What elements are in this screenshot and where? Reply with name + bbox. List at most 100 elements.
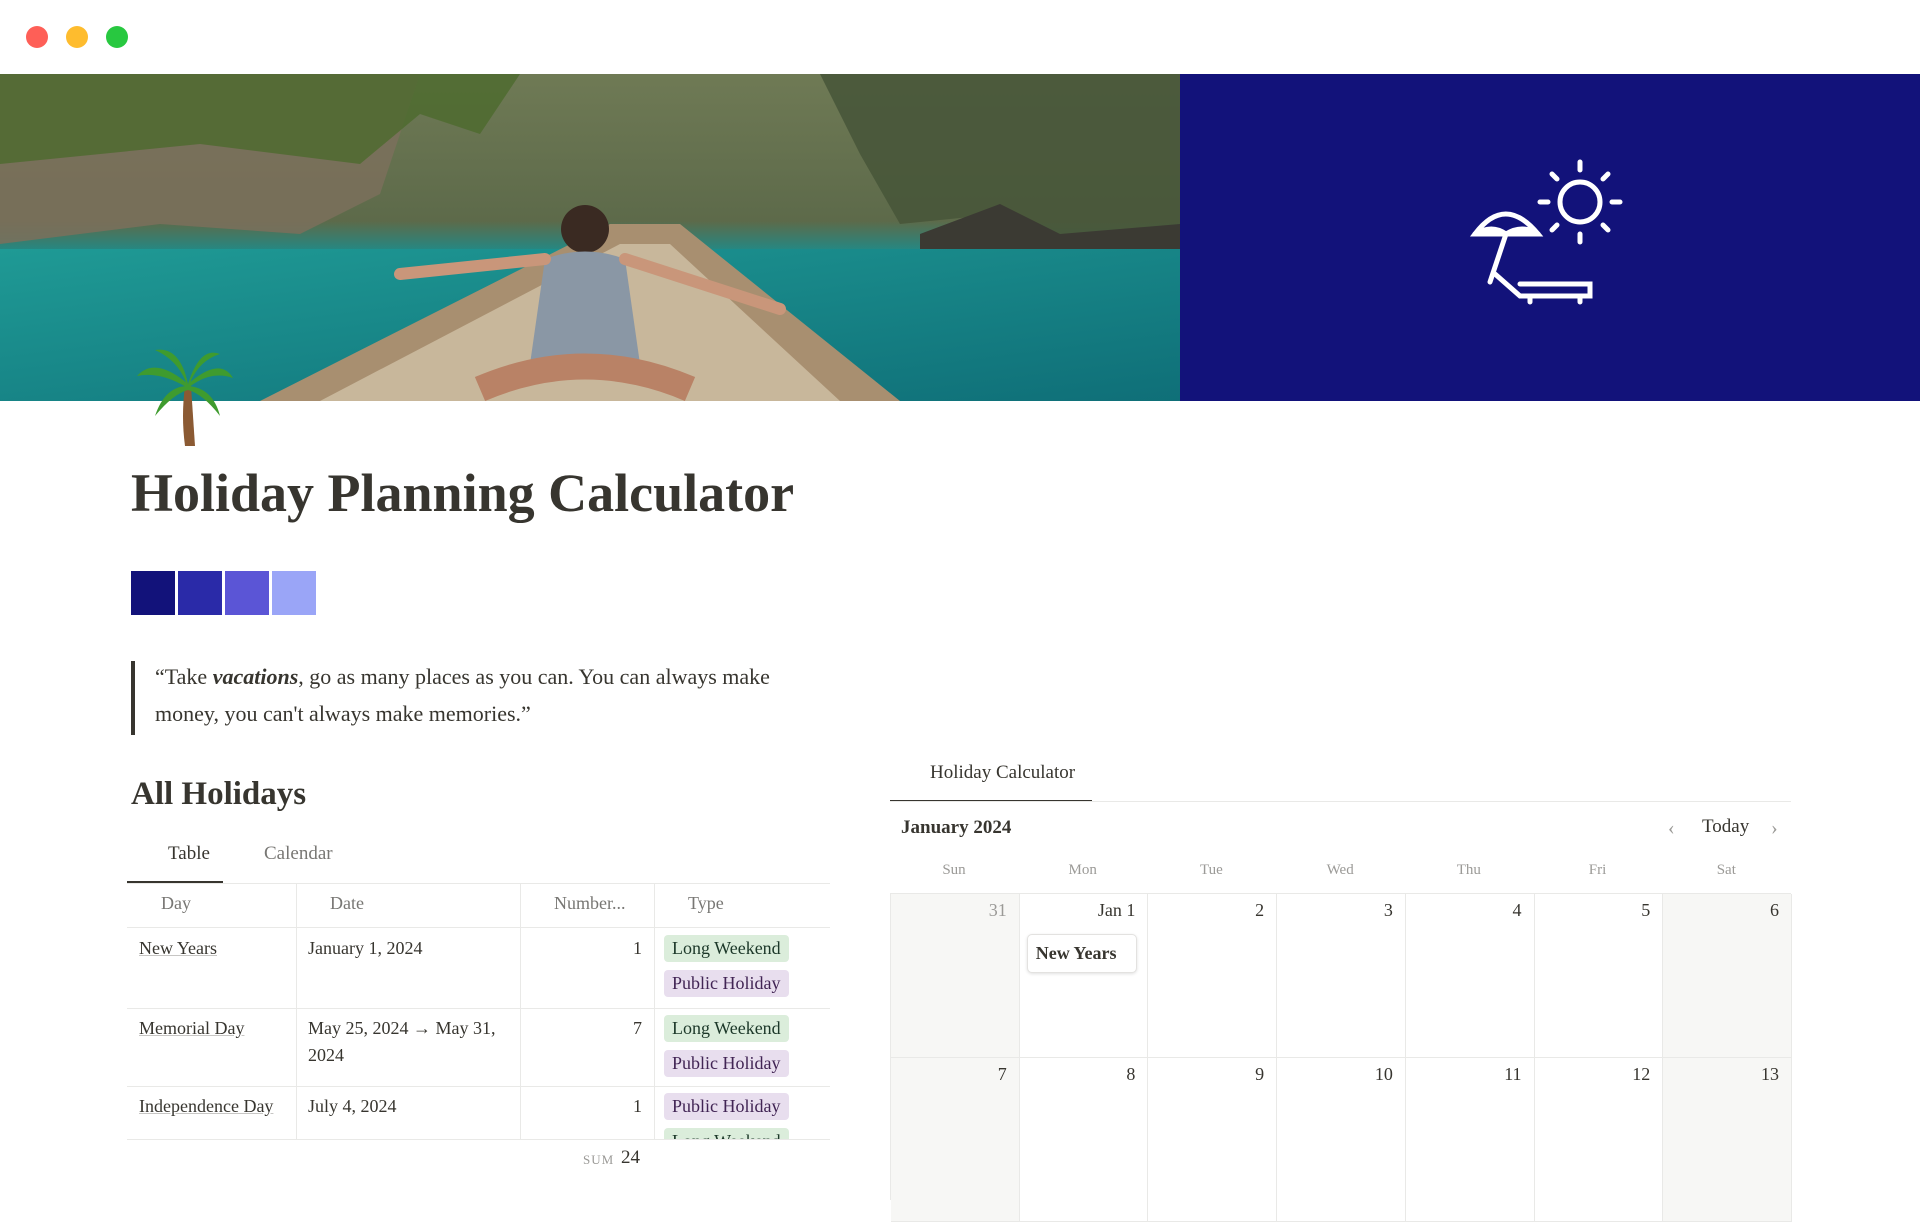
cover <box>0 74 1920 401</box>
day-number: 4 <box>1512 900 1522 920</box>
day-number: 2 <box>1255 900 1265 920</box>
number-cell: 1 <box>633 1096 642 1116</box>
day-number: 5 <box>1641 900 1651 920</box>
type-tag: Long Weekend <box>664 935 789 962</box>
column-divider <box>296 883 297 1139</box>
number-cell: 1 <box>633 938 642 958</box>
column-divider <box>654 883 655 1139</box>
palette-swatch <box>225 571 269 615</box>
type-tag: Public Holiday <box>664 1093 789 1120</box>
weekday-label: Sat <box>1716 862 1736 878</box>
event-card[interactable]: New Years <box>1026 934 1137 973</box>
grid-top <box>890 893 1791 894</box>
column-divider <box>520 883 521 1139</box>
column-header[interactable]: Day <box>161 893 191 913</box>
date-cell: July 4, 2024 <box>308 1096 397 1116</box>
day-cell[interactable]: 2 <box>1148 894 1278 1058</box>
type-tag: Long Weekend <box>664 1128 789 1139</box>
view-tab[interactable]: Table <box>168 843 210 864</box>
day-cell[interactable]: New Years <box>139 938 217 958</box>
sum-label: SUM <box>583 1152 615 1167</box>
palette-swatch <box>131 571 175 615</box>
close-button[interactable] <box>26 26 48 48</box>
row-border <box>127 1086 830 1087</box>
minimize-button[interactable] <box>66 26 88 48</box>
weekday-label: Sun <box>942 862 966 878</box>
day-cell[interactable]: Memorial Day <box>139 1018 245 1038</box>
cover-panel <box>1180 74 1920 401</box>
day-number: 8 <box>1126 1064 1136 1084</box>
table-border <box>127 883 830 884</box>
weekday-label: Wed <box>1326 862 1354 878</box>
day-cell[interactable]: 13 <box>1663 1058 1792 1222</box>
day-number: 11 <box>1504 1064 1522 1084</box>
section-heading: All Holidays <box>131 776 307 812</box>
palette-swatch <box>272 571 316 615</box>
day-cell[interactable]: 3 <box>1277 894 1406 1058</box>
column-header[interactable]: Type <box>688 893 724 913</box>
sum-value: 24 <box>621 1147 640 1168</box>
person-arms <box>394 253 786 315</box>
month-label: January 2024 <box>901 817 1012 838</box>
today-button[interactable]: Today <box>1702 816 1750 837</box>
tab-border <box>890 801 1791 802</box>
day-cell[interactable]: 5 <box>1534 894 1664 1058</box>
page-title: Holiday Planning Calculator <box>131 463 795 523</box>
cliff <box>820 74 1180 254</box>
view-tab[interactable]: Calendar <box>264 843 333 864</box>
quote-text: “Take <box>155 664 213 689</box>
person-body <box>530 251 640 364</box>
quote-bar <box>131 661 135 735</box>
day-number: 13 <box>1760 1064 1779 1084</box>
day-number: 9 <box>1255 1064 1265 1084</box>
number-cell: 7 <box>633 1018 642 1038</box>
day-cell[interactable]: 7 <box>891 1058 1020 1222</box>
weekday-label: Fri <box>1588 862 1607 878</box>
quote-emphasis: vacations <box>212 664 299 689</box>
date-cell: January 1, 2024 <box>308 938 423 958</box>
table-body: New Years January 1, 2024 1 Long Weekend Pub… <box>127 935 830 1139</box>
day-number: Jan 1 <box>1097 900 1136 920</box>
palette-swatch <box>178 571 222 615</box>
weekday-label: Tue <box>1200 862 1223 878</box>
day-number: 3 <box>1383 900 1393 920</box>
type-tag: Public Holiday <box>664 1050 789 1077</box>
day-cell[interactable]: 6 <box>1663 894 1792 1058</box>
column-header[interactable]: Number... <box>554 893 626 913</box>
row-border <box>127 1008 830 1009</box>
weekday-label: Thu <box>1456 862 1481 878</box>
day-cell[interactable]: 12 <box>1534 1058 1664 1222</box>
person-head <box>561 205 609 253</box>
zoom-button[interactable] <box>106 26 128 48</box>
prev-button[interactable]: ‹ <box>1668 817 1675 839</box>
day-cell[interactable]: 9 <box>1148 1058 1278 1222</box>
quote: “Take vacations, go as many places as yo… <box>155 658 795 732</box>
day-number: 7 <box>997 1064 1007 1084</box>
day-cell[interactable]: 31 <box>891 894 1020 1058</box>
day-cell[interactable]: Jan 1 New Years <box>1019 894 1149 1058</box>
weekday-label: Mon <box>1068 862 1097 878</box>
day-cell[interactable]: 11 <box>1405 1058 1535 1222</box>
grid-left <box>890 893 891 1200</box>
page-icon <box>137 349 233 446</box>
quote-text: , go as many places as you can. You can … <box>155 664 770 726</box>
tab-underline <box>127 881 223 883</box>
calendar-tab[interactable]: Holiday Calculator <box>930 762 1076 783</box>
date-cell: May 25, 2024 → May 31, 2024 <box>308 1018 496 1065</box>
day-number: 6 <box>1769 900 1779 920</box>
column-header[interactable]: Date <box>330 893 364 913</box>
table-border <box>127 927 830 928</box>
day-cell[interactable]: 8 <box>1019 1058 1149 1222</box>
day-cell[interactable]: 10 <box>1277 1058 1406 1222</box>
day-number: 10 <box>1374 1064 1393 1084</box>
day-number: 31 <box>988 900 1007 920</box>
day-cell[interactable]: 4 <box>1405 894 1535 1058</box>
day-cell[interactable]: Independence Day <box>139 1096 274 1116</box>
foliage <box>0 74 520 164</box>
next-button[interactable]: › <box>1771 817 1778 839</box>
person-legs <box>474 353 696 401</box>
type-tag: Public Holiday <box>664 970 789 997</box>
